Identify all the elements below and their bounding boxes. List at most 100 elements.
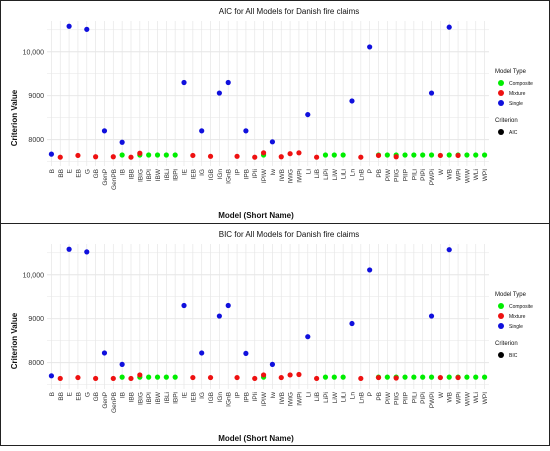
data-points [48,23,488,160]
x-tick-label: PIIP [403,169,410,181]
x-tick-label: IBLi [164,169,171,180]
x-ticks: B BB E EB G GB GenP GenPB IB IBB IBIG IBPI IBW IBLi IB… [49,168,489,190]
x-tick-label: IWPi [296,169,303,183]
x-tick-label: IGnB [226,169,233,184]
data-point-single [66,246,72,252]
data-point-single [367,267,373,273]
criterion-legend-title: Criterion [495,341,518,347]
x-tick-label: IEB [190,392,197,402]
legend-swatch-mixture [498,313,504,319]
x-tick-label: PIPi [420,169,427,181]
data-point-composite [402,152,408,158]
data-point-single [446,247,452,253]
y-tick-label: 10,000 [23,49,45,56]
x-tick-label: GB [93,392,100,401]
data-point-composite [172,152,178,158]
data-point-single [216,313,222,319]
data-point-mixture [93,375,99,382]
x-tick-label: IPIi [252,169,259,178]
x-tick-label: IWiG [288,169,295,183]
data-point-composite [384,152,390,158]
data-point-mixture [128,154,134,160]
x-tick-label: IB [120,169,127,175]
data-point-mixture [393,154,399,160]
legend-swatch-mixture [498,90,504,96]
y-tick-label: 9000 [28,316,44,323]
data-point-mixture [455,374,461,381]
data-point-single [199,350,205,356]
data-point-composite [163,152,169,158]
x-tick-label: GB [93,169,100,178]
x-tick-label: WIW [464,391,471,406]
x-tick-label: LnB [358,392,365,404]
x-tick-label: IWB [279,169,286,181]
x-tick-label: PIIG [394,392,401,405]
x-tick-label: PB [376,169,383,178]
x-tick-label: GenPB [111,392,118,413]
x-tick-label: IPB [243,169,250,179]
x-tick-label: PIPi [420,392,427,404]
x-tick-label: PIIP [403,392,410,404]
data-point-composite [322,152,329,158]
x-tick-label: W [438,391,445,398]
x-tick-label: E [67,168,74,173]
data-point-mixture [93,154,99,160]
data-point-single [428,313,435,319]
data-points [48,246,488,382]
data-point-single [199,128,205,134]
x-tick-label: PILi [411,169,418,180]
y-tick-label: 9000 [28,93,44,100]
x-tick-label: PWPi [429,392,436,408]
x-tick-label: IBB [128,392,135,402]
panel-divider [1,223,549,224]
data-point-composite [340,152,346,158]
bic-chart: BIC for All Models for Danish fire claim… [10,230,533,443]
grid [47,244,489,389]
criterion-legend-swatch [498,129,504,135]
legend: Model Type Composite Mixture Single Crit… [495,69,533,136]
data-point-composite [322,374,329,380]
x-tick-label: IBIG [137,169,144,182]
data-point-composite [481,152,488,158]
data-point-single [428,90,435,96]
legend: Model Type Composite Mixture Single Crit… [495,292,533,359]
legend-swatch-single [498,323,504,329]
data-point-mixture [137,150,143,156]
criterion-legend-title: Criterion [495,118,518,124]
data-point-single [48,151,55,157]
x-tick-label: IWB [279,392,286,404]
y-ticks: 8000 9000 10,000 [23,49,45,144]
data-point-mixture [207,153,214,159]
data-point-mixture [57,375,63,382]
data-point-composite [428,374,435,380]
data-point-composite [420,152,426,158]
data-point-mixture [437,374,443,381]
x-tick-label: LnB [358,169,365,181]
x-tick-label: WLi [473,392,480,403]
legend-title: Model Type [495,69,527,75]
x-axis-label: Model (Short Name) [218,434,294,443]
x-tick-label: Ln [349,169,356,177]
data-point-mixture [314,154,320,160]
data-point-single [101,350,108,356]
x-tick-label: IE [182,168,189,175]
x-tick-label: Ln [349,392,356,400]
data-point-composite [146,374,152,380]
x-axis-label: Model (Short Name) [218,211,294,220]
y-axis-label: Criterion Value [10,89,19,146]
x-tick-label: BB [58,392,65,401]
data-point-single [305,334,311,340]
legend-entry-mixture: Mixture [509,91,526,97]
x-tick-label: IBW [155,391,162,404]
x-tick-label: IP [235,392,242,398]
data-point-composite [464,152,470,158]
data-point-composite [420,374,426,380]
data-point-single [48,373,55,379]
data-point-mixture [190,374,196,381]
x-tick-label: IP [235,169,242,175]
x-tick-label: WB [447,392,454,402]
legend-entry-single: Single [509,101,523,107]
x-tick-label: IBPi [173,169,180,181]
data-point-composite [402,374,408,380]
x-tick-label: IGn [217,169,224,180]
